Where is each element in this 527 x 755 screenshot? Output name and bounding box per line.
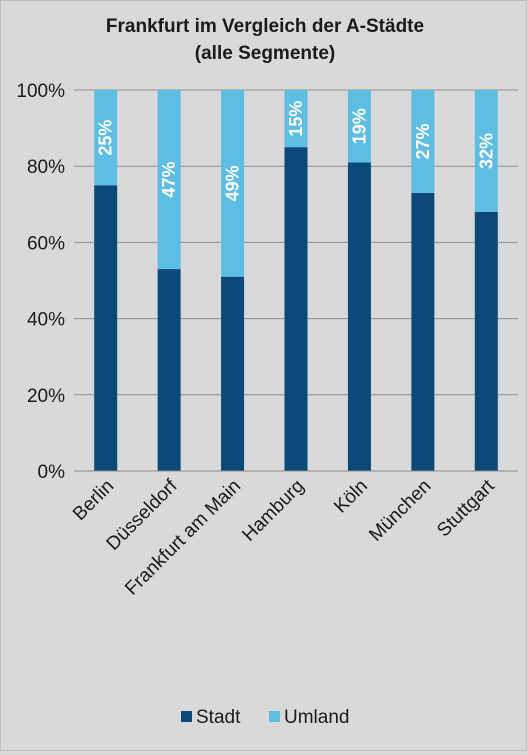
x-category-label: Stuttgart <box>433 475 499 541</box>
x-category-label: Frankfurt am Main <box>121 476 245 600</box>
legend-label-umland: Umland <box>284 707 349 728</box>
data-label: 19% <box>349 108 369 144</box>
bar-umland <box>411 90 435 193</box>
x-category-label: Köln <box>330 476 372 518</box>
bar-stadt <box>221 276 245 471</box>
bar-umland <box>157 90 181 270</box>
y-tick-label: 100% <box>16 81 65 102</box>
legend-swatch-umland <box>269 711 280 722</box>
bar-stadt <box>157 269 181 471</box>
bar-stadt <box>284 147 308 471</box>
bar-umland <box>284 90 308 148</box>
data-label: 27% <box>413 123 433 159</box>
bar-stadt <box>411 192 435 471</box>
data-label: 49% <box>223 165 243 201</box>
bars: 25% 47% 49% 15% 19% 27% 32% <box>94 90 498 472</box>
bar-stadt <box>347 162 371 471</box>
data-label: 47% <box>159 162 179 198</box>
legend: Stadt Umland <box>181 707 349 728</box>
y-axis: 0% 20% 40% 60% 80% 100% <box>16 81 65 483</box>
data-label: 15% <box>286 101 306 137</box>
bar-stadt <box>474 211 498 472</box>
data-label: 25% <box>96 120 116 156</box>
y-tick-label: 0% <box>38 462 66 483</box>
bar-stadt <box>94 185 118 471</box>
bar-umland <box>347 90 371 163</box>
bar-umland <box>474 90 498 212</box>
y-tick-label: 60% <box>27 233 65 254</box>
y-tick-label: 20% <box>27 386 65 407</box>
bar-umland <box>221 90 245 277</box>
chart-title-line-2: (alle Segmente) <box>195 43 335 64</box>
legend-label-stadt: Stadt <box>196 707 241 728</box>
x-category-label: München <box>365 476 435 546</box>
y-tick-label: 40% <box>27 310 65 331</box>
chart-title-line-1: Frankfurt im Vergleich der A-Städte <box>106 16 424 37</box>
x-category-label: Berlin <box>69 476 118 525</box>
bar-umland <box>94 90 118 186</box>
data-label: 32% <box>476 133 496 169</box>
y-tick-label: 80% <box>27 157 65 178</box>
legend-swatch-stadt <box>181 711 192 722</box>
x-category-label: Hamburg <box>238 476 308 546</box>
